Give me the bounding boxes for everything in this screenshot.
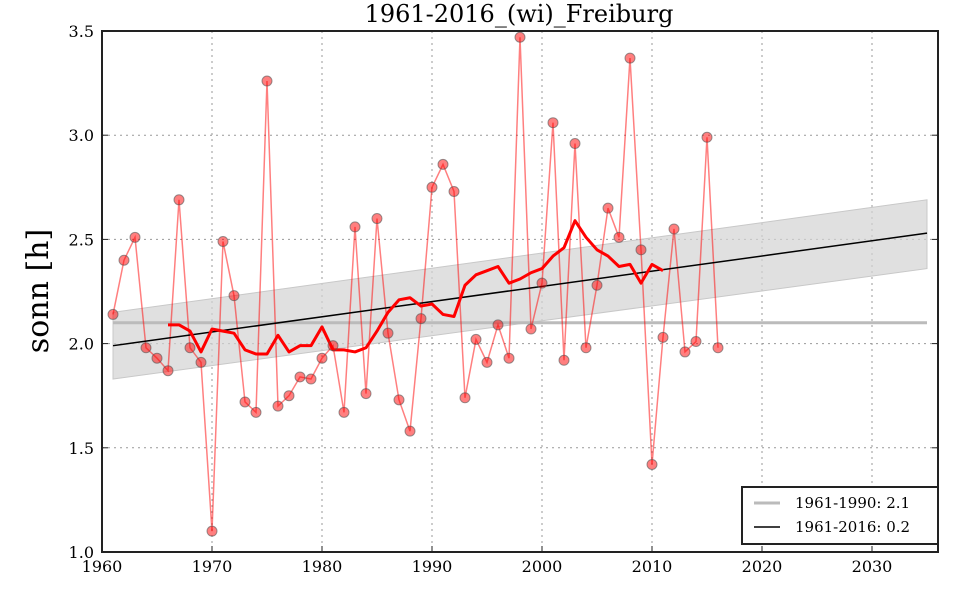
x-axis-ticks: 1960 1970 1980 1990 2000 2010 2020 2030 (82, 546, 893, 576)
y-axis-label: sonn [h] (21, 229, 56, 353)
y-axis-ticks: 1.0 1.5 2.0 2.5 3.0 3.5 (69, 22, 938, 562)
data-point (690, 336, 702, 348)
data-point (283, 390, 295, 402)
y-tick-label: 2.5 (69, 230, 94, 249)
data-point (272, 400, 284, 412)
data-point (140, 342, 152, 354)
data-point (613, 231, 625, 243)
data-point (338, 406, 350, 418)
y-tick-label: 3.5 (69, 22, 94, 41)
data-point (668, 223, 680, 235)
y-tick-label: 1.5 (69, 439, 94, 458)
data-point (503, 352, 515, 364)
data-point (239, 396, 251, 408)
x-tick-label: 2000 (522, 557, 563, 576)
data-point (635, 244, 647, 256)
data-point (569, 138, 581, 150)
points-layer (107, 31, 724, 537)
data-point (514, 31, 526, 43)
data-point (162, 365, 174, 377)
x-tick-label: 1960 (82, 557, 123, 576)
data-point (437, 158, 449, 170)
data-point (492, 319, 504, 331)
data-point (624, 52, 636, 64)
data-point (129, 231, 141, 243)
data-point (371, 213, 383, 225)
x-tick-label: 2010 (632, 557, 673, 576)
data-point (525, 323, 537, 335)
data-point (591, 279, 603, 291)
data-point (327, 340, 339, 352)
data-point (415, 313, 427, 325)
data-point (404, 425, 416, 437)
plot-frame (101, 30, 939, 553)
x-tick-label: 1990 (412, 557, 453, 576)
data-point (580, 342, 592, 354)
data-point (646, 458, 658, 470)
data-point (228, 290, 240, 302)
data-point (470, 333, 482, 345)
data-point (151, 352, 163, 364)
x-tick-label: 1970 (192, 557, 233, 576)
x-tick-label: 2030 (852, 557, 893, 576)
data-point (217, 235, 229, 247)
data-point (349, 221, 361, 233)
data-point (316, 352, 328, 364)
data-point (118, 254, 130, 266)
legend-box (741, 486, 939, 545)
data-point (382, 327, 394, 339)
data-point (393, 394, 405, 406)
data-point (250, 406, 262, 418)
data-point (206, 525, 218, 537)
data-point (558, 354, 570, 366)
data-point (184, 342, 196, 354)
y-tick-label: 2.0 (69, 335, 94, 354)
data-point (602, 202, 614, 214)
data-point (701, 131, 713, 143)
y-tick-label: 1.0 (69, 543, 94, 562)
legend-label-trend: 1961-2016: 0.2 (795, 518, 910, 536)
x-tick-label: 2020 (742, 557, 783, 576)
y-tick-label: 3.0 (69, 126, 94, 145)
data-point (547, 117, 559, 129)
data-point (536, 277, 548, 289)
data-point (261, 75, 273, 87)
data-point (448, 185, 460, 197)
x-tick-label: 1980 (302, 557, 343, 576)
data-point (481, 356, 493, 368)
data-point (459, 392, 471, 404)
trend-line (112, 232, 928, 347)
chart-title: 1961-2016_(wi)_Freiburg (365, 0, 674, 28)
data-point (305, 373, 317, 385)
data-point (294, 371, 306, 383)
legend: 1961-1990: 2.1 1961-2016: 0.2 (741, 486, 939, 545)
legend-label-baseline: 1961-1990: 2.1 (795, 494, 910, 512)
moving-average-line (168, 219, 664, 356)
data-point (360, 388, 372, 400)
data-point (173, 194, 185, 206)
data-point (107, 308, 119, 320)
data-point (712, 342, 724, 354)
data-point (679, 346, 691, 358)
data-point (657, 331, 669, 343)
data-point (426, 181, 438, 193)
data-point (195, 356, 207, 368)
